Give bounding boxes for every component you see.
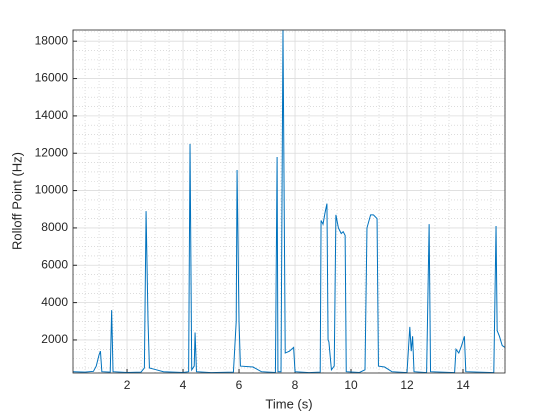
axes-box: [72, 29, 506, 374]
y-tick-label: 2000: [41, 332, 68, 346]
y-tick-label: 14000: [35, 108, 69, 122]
y-tick-label: 10000: [35, 183, 69, 197]
y-tick-label: 16000: [35, 71, 69, 85]
y-tick-label: 18000: [35, 33, 69, 47]
y-tick-label: 6000: [41, 257, 68, 271]
y-tick-label: 4000: [41, 295, 68, 309]
x-axis-label: Time (s): [265, 396, 312, 411]
y-axis-label: Rolloff Point (Hz): [9, 152, 24, 250]
x-tick-label: 10: [344, 378, 358, 392]
x-tick-label: 14: [456, 378, 470, 392]
x-tick-label: 8: [292, 378, 299, 392]
x-tick-label: 12: [400, 378, 414, 392]
y-tick-label: 8000: [41, 220, 68, 234]
x-tick-label: 4: [180, 378, 187, 392]
y-tick-label: 12000: [35, 145, 69, 159]
data-line: [72, 29, 506, 374]
x-tick-label: 6: [236, 378, 243, 392]
x-tick-label: 2: [124, 378, 131, 392]
